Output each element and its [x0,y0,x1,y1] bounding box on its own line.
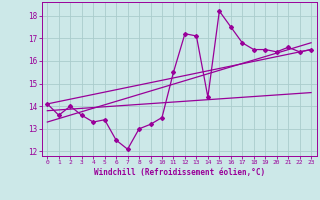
X-axis label: Windchill (Refroidissement éolien,°C): Windchill (Refroidissement éolien,°C) [94,168,265,177]
